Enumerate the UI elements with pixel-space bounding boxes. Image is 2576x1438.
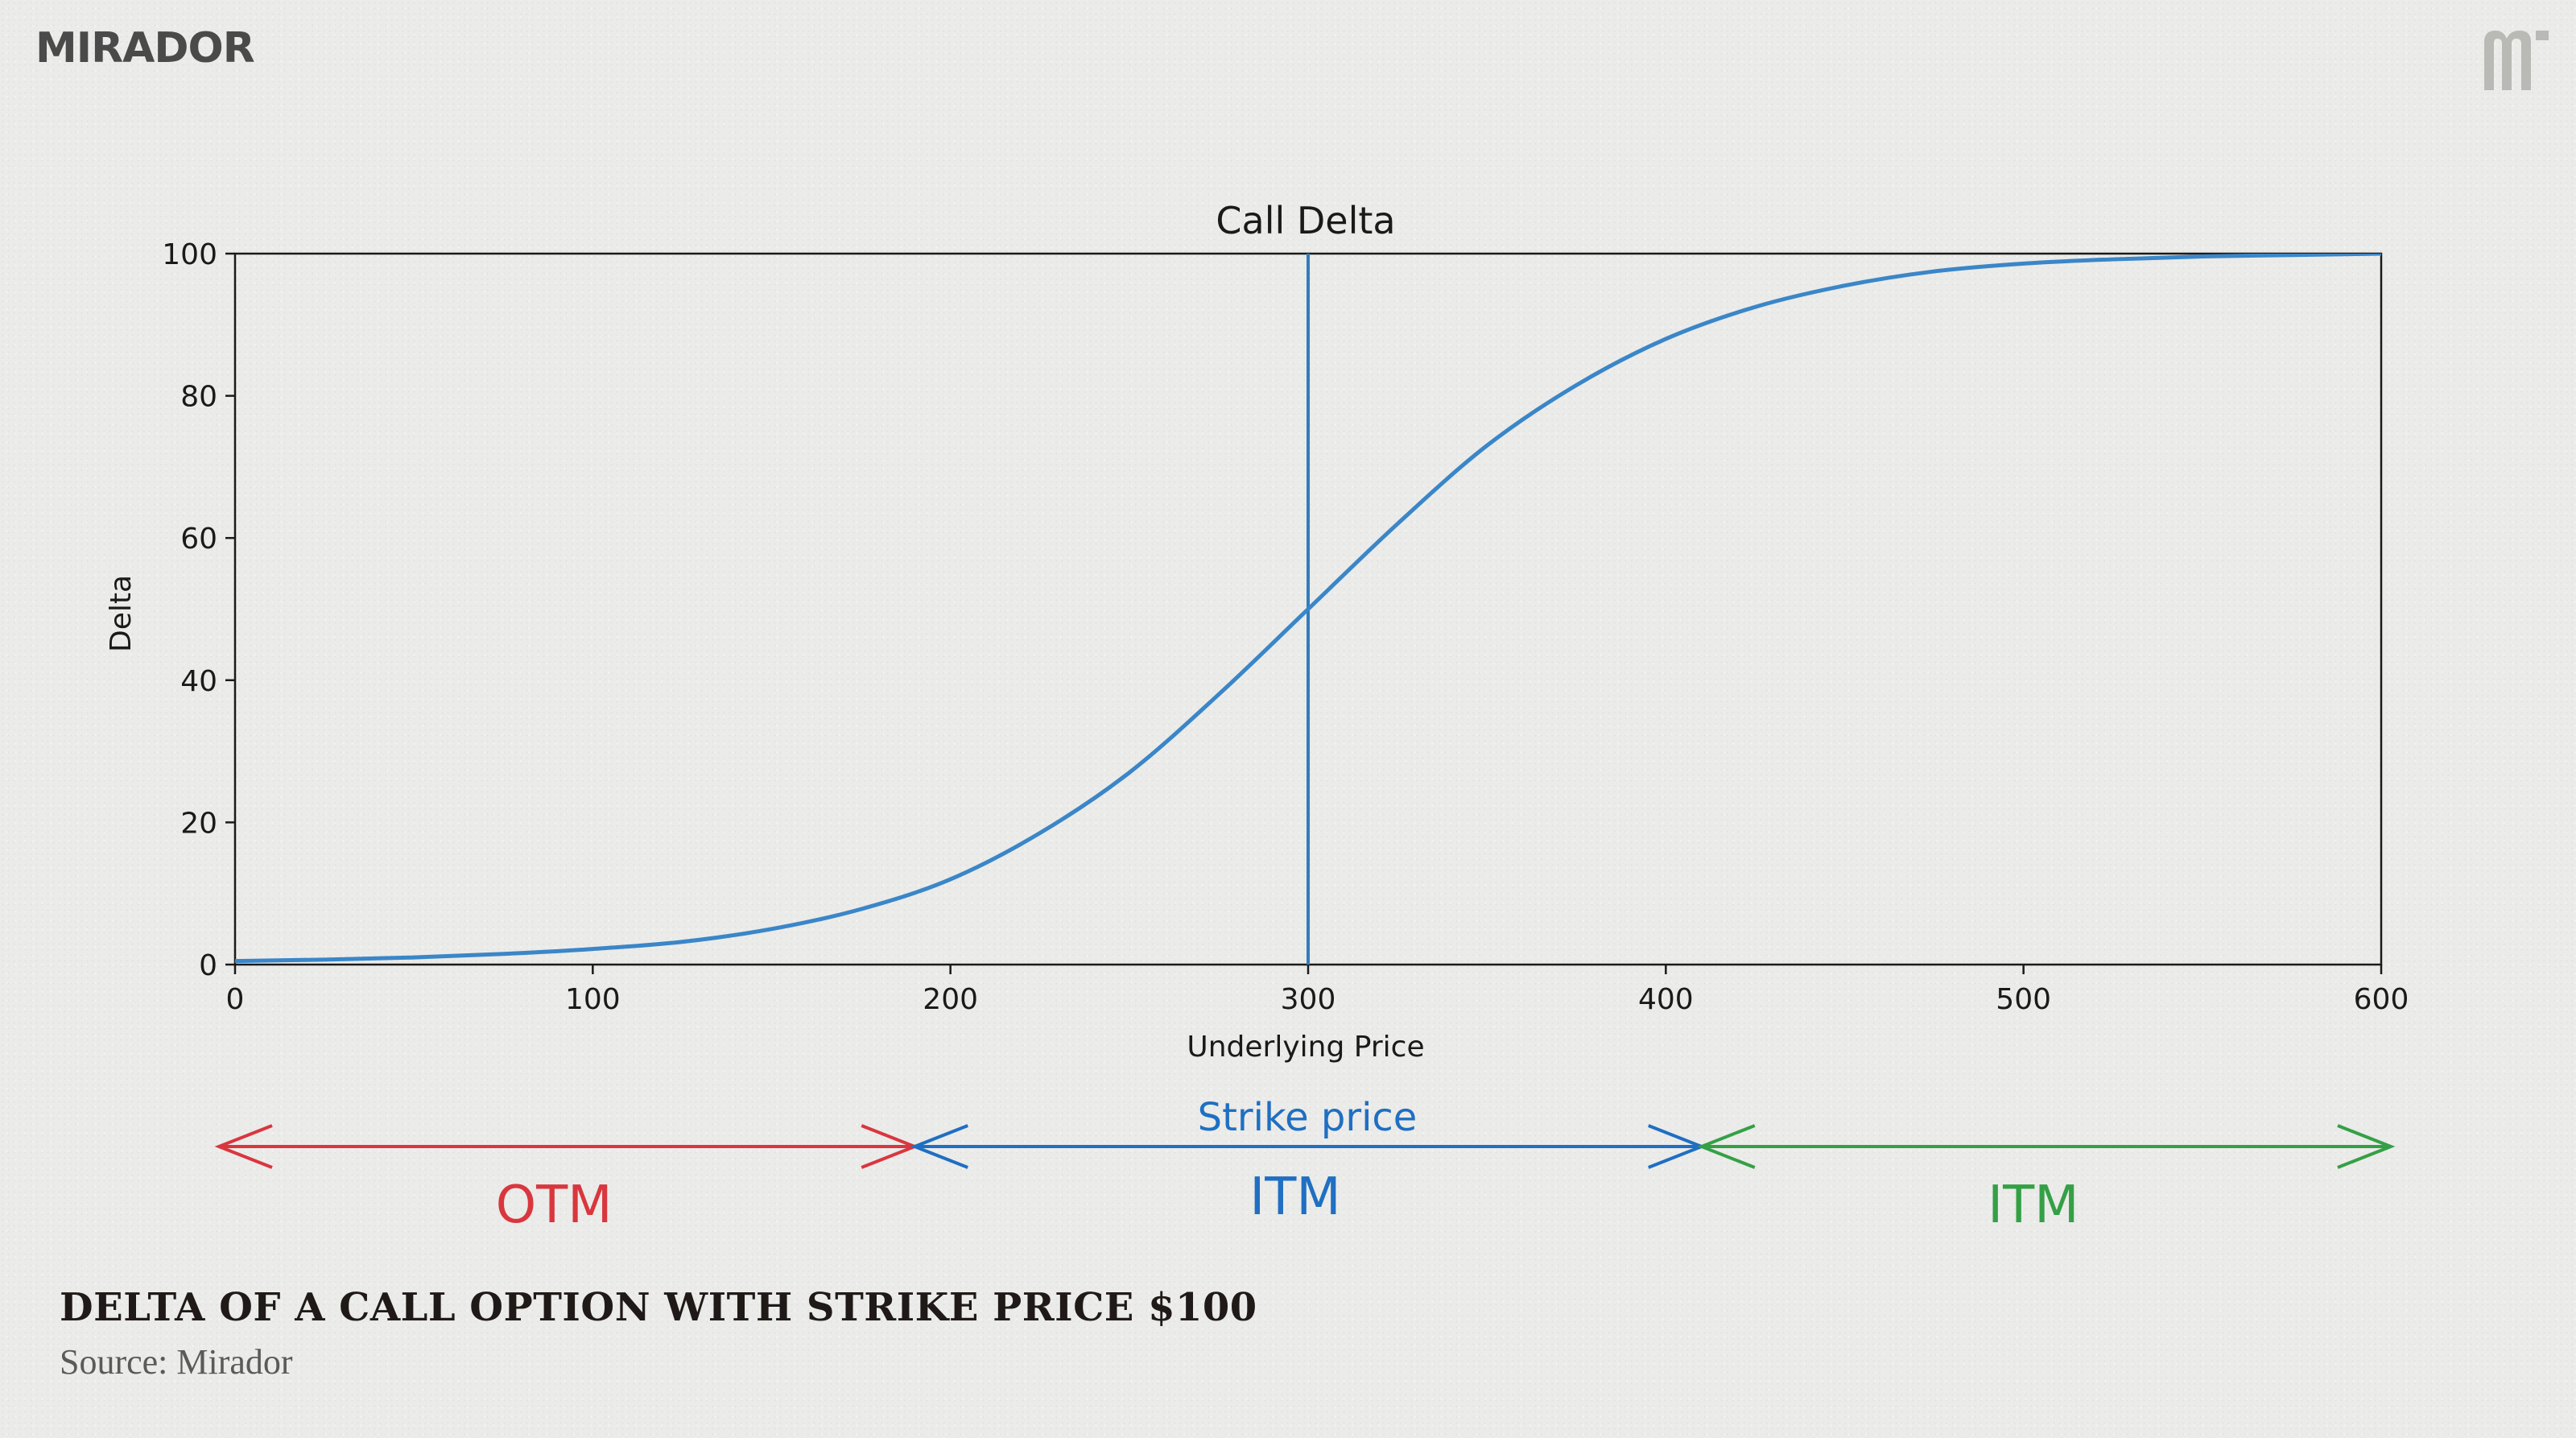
caption-title: DELTA OF A CALL OPTION WITH STRIKE PRICE…	[60, 1285, 1257, 1330]
zone-otm-0: OTM	[219, 1126, 914, 1235]
chart-title: Call Delta	[1216, 199, 1395, 242]
y-tick-label: 100	[162, 238, 217, 271]
y-tick-label: 40	[180, 665, 217, 698]
x-axis: 0 100 200 300 400 500 600	[226, 965, 2409, 1016]
x-tick-label: 500	[1996, 983, 2051, 1016]
strike-price-label: Strike price	[1198, 1095, 1418, 1140]
zone-itm-2: ITM	[1702, 1126, 2391, 1235]
x-tick-label: 200	[923, 983, 978, 1016]
x-axis-label: Underlying Price	[1187, 1031, 1424, 1064]
zone-label: OTM	[496, 1176, 613, 1235]
x-tick-label: 400	[1638, 983, 1694, 1016]
x-tick-label: 0	[226, 983, 245, 1016]
x-tick-label: 100	[565, 983, 621, 1016]
y-tick-label: 0	[199, 949, 217, 982]
zone-label: ITM	[1249, 1167, 1340, 1227]
plot-area	[235, 254, 2381, 965]
zone-label: ITM	[1988, 1176, 2079, 1235]
caption-source: Source: Mirador	[60, 1341, 293, 1382]
x-tick-label: 300	[1281, 983, 1336, 1016]
moneyness-zones: OTM ITM ITM	[219, 1126, 2391, 1235]
y-axis-label: Delta	[105, 575, 138, 652]
y-tick-label: 20	[180, 807, 217, 840]
x-tick-label: 600	[2354, 983, 2409, 1016]
call-delta-chart: Call Delta 0 20 40 60 80 100 0 100 200 300 400 500…	[0, 0, 2576, 1288]
zone-itm-1: ITM	[914, 1126, 1702, 1227]
y-tick-label: 60	[180, 523, 217, 556]
y-axis: 0 20 40 60 80 100	[162, 238, 235, 982]
y-tick-label: 80	[180, 381, 217, 414]
